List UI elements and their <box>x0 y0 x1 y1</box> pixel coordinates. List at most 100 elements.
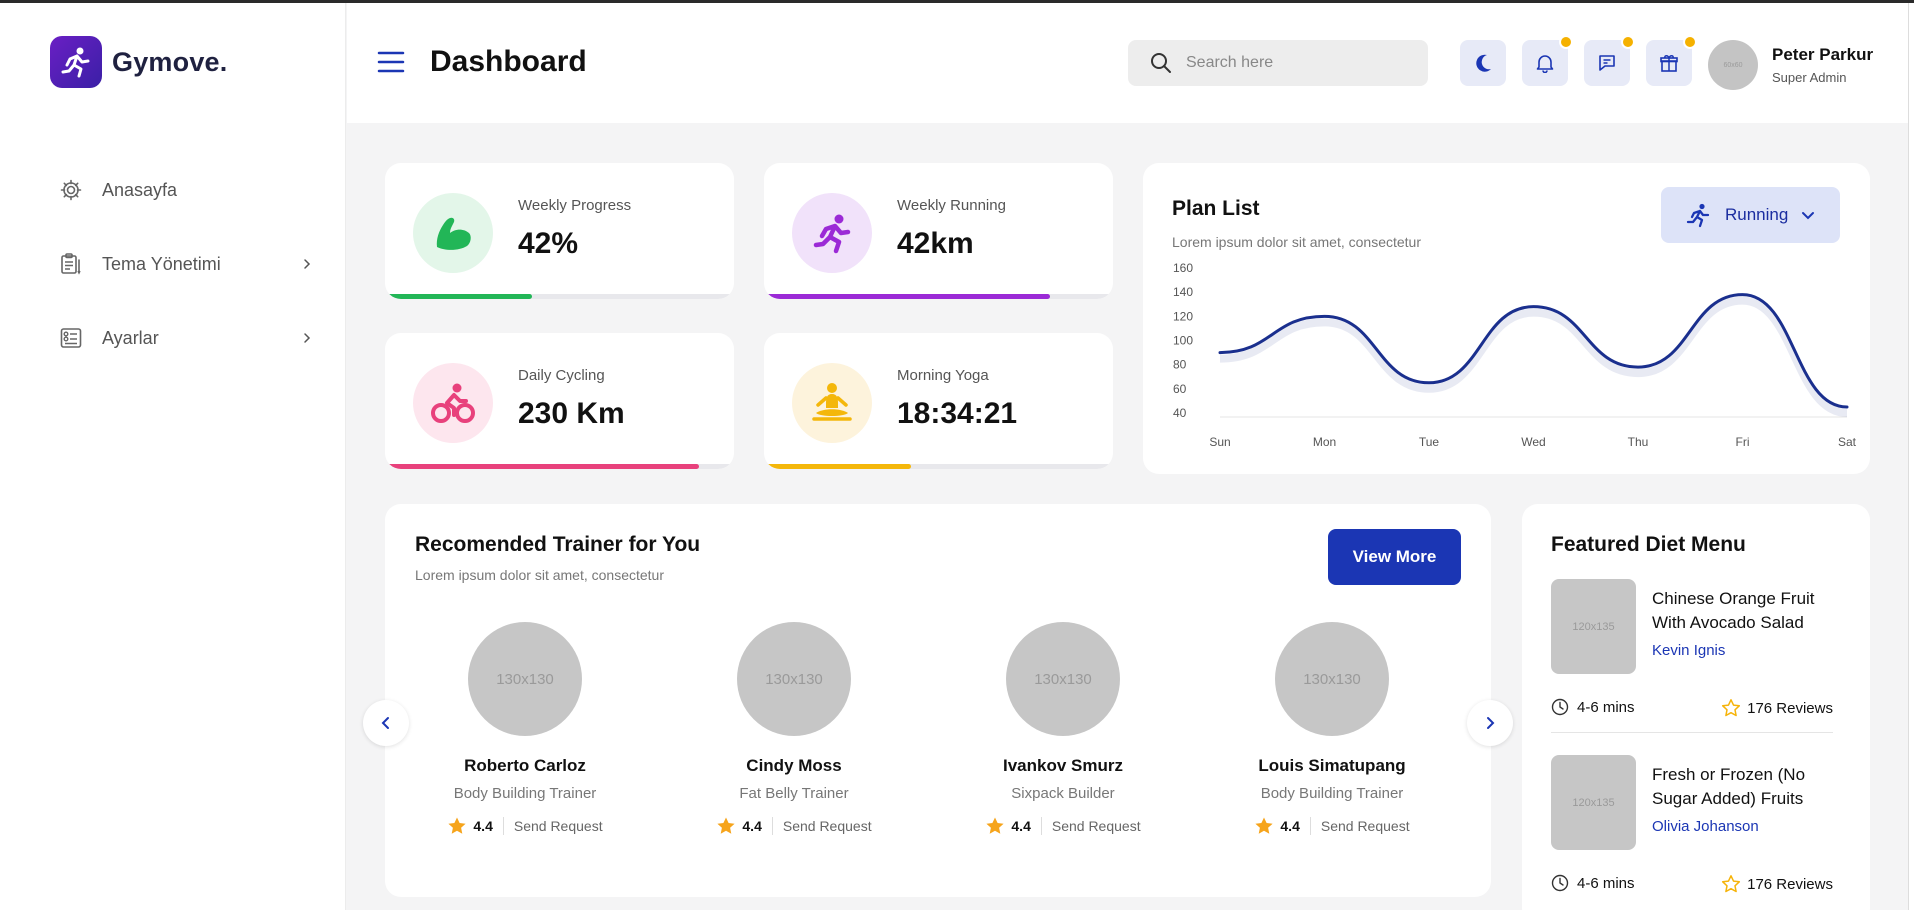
x-tick-label: Sun <box>1209 435 1230 449</box>
plan-list-card: Plan List Lorem ipsum dolor sit amet, co… <box>1143 163 1870 474</box>
divider <box>1309 817 1311 835</box>
dish-name: Fresh or Frozen (No Sugar Added) Fruits <box>1652 765 1806 808</box>
send-request-link[interactable]: Send Request <box>782 818 872 834</box>
trainers-subtitle: Lorem ipsum dolor sit amet, consectetur <box>415 567 664 583</box>
trainer-name: Ivankov Smurz <box>1003 756 1123 775</box>
gifts-button[interactable] <box>1646 35 1697 86</box>
chevron-down-icon <box>1802 212 1815 220</box>
y-tick-label: 60 <box>1173 382 1187 396</box>
x-tick-label: Wed <box>1521 435 1545 449</box>
trainers-title: Recomended Trainer for You <box>415 533 701 556</box>
y-tick-label: 80 <box>1173 358 1187 372</box>
y-tick-label: 140 <box>1173 285 1193 299</box>
hamburger-menu-icon[interactable] <box>377 51 405 73</box>
progress-track <box>385 464 734 469</box>
gear-icon <box>58 177 84 203</box>
star-outline-icon <box>1722 875 1741 893</box>
trainer-footer: 4.4 Send Request <box>684 816 904 836</box>
send-request-link[interactable]: Send Request <box>513 818 603 834</box>
window-right-edge <box>1908 3 1914 910</box>
stat-icon-circle <box>413 193 493 273</box>
carousel-next-button[interactable] <box>1467 700 1513 746</box>
trainer-photo: 130x130 <box>1275 622 1389 736</box>
x-tick-label: Tue <box>1419 435 1440 449</box>
trainer-footer: 4.4 Send Request <box>415 816 635 836</box>
y-tick-label: 40 <box>1173 406 1187 420</box>
send-request-link[interactable]: Send Request <box>1051 818 1141 834</box>
cycling-icon <box>431 383 475 423</box>
carousel-prev-button[interactable] <box>363 700 409 746</box>
progress-fill <box>764 294 1051 299</box>
diet-menu-title: Featured Diet Menu <box>1551 533 1746 556</box>
view-more-button[interactable]: View More <box>1328 529 1461 585</box>
stat-icon-circle <box>792 363 872 443</box>
trainer-rating: 4.4 <box>1280 818 1300 834</box>
sidebar-nav: Anasayfa Tema Yönetimi Ayarlar <box>58 153 314 375</box>
progress-track <box>764 464 1113 469</box>
moon-icon <box>1476 54 1491 72</box>
progress-track <box>764 294 1113 299</box>
activity-dropdown[interactable]: Running <box>1661 187 1840 243</box>
search-input[interactable] <box>1186 54 1406 72</box>
gift-icon <box>1660 55 1678 72</box>
dish-name: Chinese Orange Fruit With Avocado Salad <box>1652 589 1815 632</box>
dish-prep-time: 4-6 mins <box>1551 698 1635 716</box>
dish-reviews: 176 Reviews <box>1721 698 1833 718</box>
gift-badge <box>1683 35 1697 49</box>
x-tick-label: Thu <box>1628 435 1649 449</box>
stat-label: Weekly Running <box>897 197 1006 214</box>
flexed-arm-icon <box>436 217 471 250</box>
trainer-name: Louis Simatupang <box>1258 756 1406 775</box>
send-request-link[interactable]: Send Request <box>1320 818 1410 834</box>
trainer-footer: 4.4 Send Request <box>1222 816 1442 836</box>
brand-logo[interactable]: Gymove. <box>50 36 227 88</box>
dark-mode-toggle[interactable] <box>1460 40 1506 86</box>
sidebar-item-label: Tema Yönetimi <box>102 253 221 274</box>
x-tick-label: Mon <box>1313 435 1336 449</box>
dish-prep-time: 4-6 mins <box>1551 874 1635 892</box>
stat-card-weekly-running[interactable]: Weekly Running 42km <box>764 163 1113 299</box>
divider <box>771 817 773 835</box>
messages-button[interactable] <box>1584 35 1635 86</box>
divider <box>502 817 504 835</box>
trainer-card[interactable]: 130x130 Roberto Carloz Body Building Tra… <box>415 622 635 836</box>
trainer-photo: 130x130 <box>468 622 582 736</box>
avatar[interactable]: 60x60 <box>1708 40 1758 90</box>
stat-card-weekly-progress[interactable]: Weekly Progress 42% <box>385 163 734 299</box>
sidebar-item-label: Ayarlar <box>102 327 159 348</box>
plan-line-chart: 160 140 120 100 80 60 40 Sun Mon Tue Wed Thu Fri Sat <box>1173 261 1857 449</box>
progress-fill <box>764 464 911 469</box>
trainer-card[interactable]: 130x130 Cindy Moss Fat Belly Trainer 4.4… <box>684 622 904 836</box>
trainer-rating: 4.4 <box>742 818 762 834</box>
sidebar-item-tema-yonetimi[interactable]: Tema Yönetimi <box>58 227 314 301</box>
dish-author[interactable]: Kevin Ignis <box>1652 642 1726 659</box>
clipboard-icon <box>58 251 84 277</box>
plan-list-title: Plan List <box>1172 197 1260 220</box>
dish-photo: 120x135 <box>1551 755 1636 850</box>
stat-card-daily-cycling[interactable]: Daily Cycling 230 Km <box>385 333 734 469</box>
sidebar-item-ayarlar[interactable]: Ayarlar <box>58 301 314 375</box>
notifications-button[interactable] <box>1522 35 1573 86</box>
progress-track <box>385 294 734 299</box>
trainer-card[interactable]: 130x130 Ivankov Smurz Sixpack Builder 4.… <box>953 622 1173 836</box>
trainer-card[interactable]: 130x130 Louis Simatupang Body Building T… <box>1222 622 1442 836</box>
trainer-role: Sixpack Builder <box>1011 785 1115 802</box>
sidebar-item-anasayfa[interactable]: Anasayfa <box>58 153 314 227</box>
search-icon <box>1151 53 1171 73</box>
dish-photo: 120x135 <box>1551 579 1636 674</box>
dish-author[interactable]: Olivia Johanson <box>1652 818 1759 835</box>
star-icon <box>1255 817 1273 834</box>
trainer-role: Body Building Trainer <box>453 785 597 802</box>
star-icon <box>717 817 735 834</box>
stat-card-morning-yoga[interactable]: Morning Yoga 18:34:21 <box>764 333 1113 469</box>
sidebar: Gymove. Anasayfa Tema Yönetimi Ayarlar <box>0 3 346 910</box>
trainer-name: Cindy Moss <box>746 756 842 775</box>
trainer-name: Roberto Carloz <box>464 756 586 775</box>
user-name: Peter Parkur <box>1772 45 1874 64</box>
progress-fill <box>385 464 700 469</box>
search-box[interactable] <box>1128 40 1428 86</box>
window-top-border <box>0 0 1914 3</box>
stat-value: 230 Km <box>518 397 625 430</box>
chevron-left-icon <box>381 717 389 729</box>
y-tick-label: 120 <box>1173 309 1193 323</box>
